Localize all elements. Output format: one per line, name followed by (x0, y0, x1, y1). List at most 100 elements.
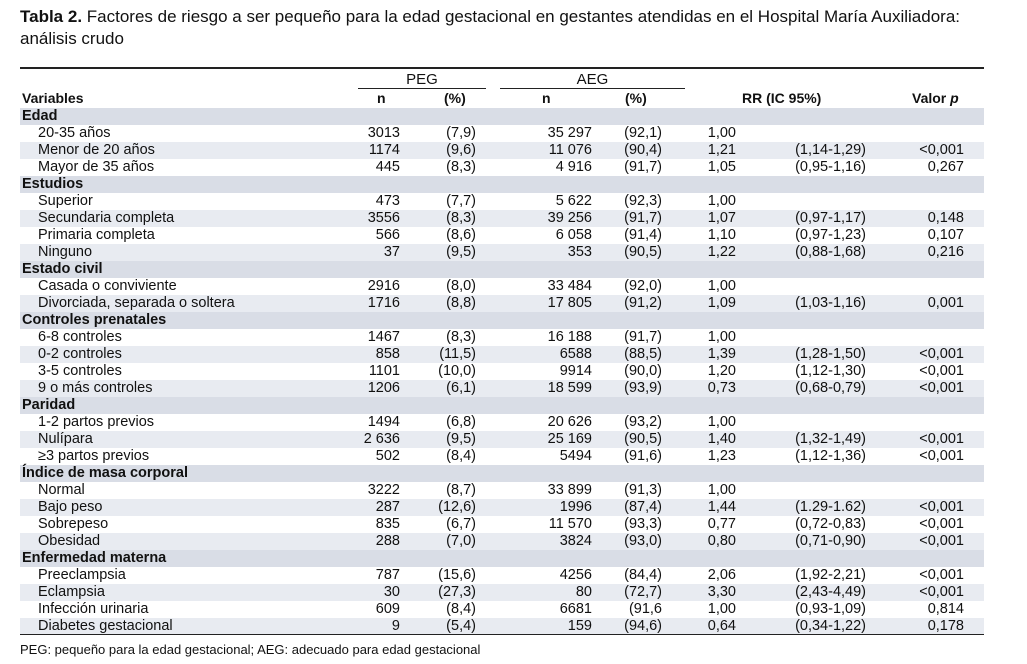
section-row: Edad (20, 108, 984, 125)
cell-n-aeg: 6681 (559, 601, 592, 617)
cell-pct-aeg: (88,5) (624, 346, 662, 362)
cell-n-peg: 445 (375, 159, 400, 175)
cell-n-peg: 1174 (368, 142, 400, 158)
cell-rr: 1,39 (707, 346, 736, 362)
cell-n-peg: 787 (375, 567, 400, 583)
cell-rr: 1,00 (707, 193, 736, 209)
cell-pct-aeg: (91,7) (624, 329, 662, 345)
table-row: Mayor de 35 años 445 (8,3) 4 916 (91,7) 1,05 (… (20, 159, 984, 176)
header-n-aeg: n (542, 90, 551, 106)
section-row: Controles prenatales (20, 312, 984, 329)
cell-n-peg: 2 636 (363, 431, 400, 447)
row-label: 3-5 controles (38, 363, 122, 379)
cell-n-peg: 1494 (367, 414, 400, 430)
cell-pct-aeg: (92,0) (624, 278, 662, 294)
cell-ic95: (1,14-1,29) (795, 142, 866, 158)
cell-pct-peg: (6,8) (446, 414, 476, 430)
table-row: Secundaria completa 3556 (8,3) 39 256 (91,7)… (20, 210, 984, 227)
cell-ic95: (0,34-1,22) (795, 618, 866, 634)
cell-n-peg: 9 (391, 618, 400, 634)
cell-n-aeg: 39 256 (547, 210, 592, 226)
cell-pct-peg: (8,8) (446, 295, 476, 311)
table-row: Eclampsia 30 (27,3) 80 (72,7) 3,30 (2,43-4,49)… (20, 584, 984, 601)
cell-rr: 1,22 (707, 244, 736, 260)
cell-n-aeg: 5494 (559, 448, 592, 464)
cell-n-aeg: 80 (575, 584, 592, 600)
cell-pct-peg: (10,0) (438, 363, 476, 379)
cell-pct-aeg: (90,4) (624, 142, 662, 158)
cell-n-aeg: 11 076 (548, 142, 592, 158)
table-row: 0-2 controles 858 (11,5) 6588 (88,5) 1,39 (1,2… (20, 346, 984, 363)
cell-n-aeg: 6588 (559, 346, 592, 362)
cell-rr: 0,64 (707, 618, 736, 634)
cell-n-peg: 37 (383, 244, 400, 260)
header-valor-p: Valor p (912, 90, 959, 106)
cell-pct-peg: (12,6) (438, 499, 476, 515)
row-label: Nulípara (38, 431, 93, 447)
cell-p-value: <0,001 (919, 516, 964, 532)
cell-rr: 1,00 (707, 125, 736, 141)
cell-n-peg: 502 (375, 448, 400, 464)
cell-n-peg: 566 (375, 227, 400, 243)
cell-rr: 1,21 (707, 142, 736, 158)
table-row: Diabetes gestacional 9 (5,4) 159 (94,6) 0,64 (… (20, 618, 984, 635)
header-pct-peg: (%) (444, 90, 466, 106)
header-pct-aeg: (%) (625, 90, 647, 106)
cell-rr: 3,30 (707, 584, 736, 600)
section-label: Estudios (22, 176, 84, 192)
header-variables: Variables (22, 90, 84, 106)
cell-pct-peg: (8,3) (446, 159, 476, 175)
cell-pct-peg: (8,4) (446, 601, 476, 617)
cell-pct-aeg: (91,7) (624, 159, 662, 175)
cell-rr: 0,77 (707, 516, 736, 532)
cell-pct-peg: (6,1) (446, 380, 476, 396)
table-row: Primaria completa 566 (8,6) 6 058 (91,4) 1,10… (20, 227, 984, 244)
cell-p-value: 0,267 (927, 159, 964, 175)
cell-p-value: 0,148 (927, 210, 964, 226)
cell-n-aeg: 4256 (559, 567, 592, 583)
cell-p-value: <0,001 (919, 380, 964, 396)
cell-rr: 1,00 (707, 414, 736, 430)
table-row: 6-8 controles 1467 (8,3) 16 188 (91,7) 1,00 (20, 329, 984, 346)
cell-pct-aeg: (93,2) (624, 414, 662, 430)
row-label: 20-35 años (38, 125, 111, 141)
header-rr: RR (IC 95%) (742, 90, 822, 106)
table-label: Tabla 2. (20, 7, 83, 26)
cell-ic95: (0,68-0,79) (795, 380, 866, 396)
header-p: p (950, 90, 959, 106)
cell-pct-peg: (7,7) (446, 193, 476, 209)
table-title: Tabla 2. Factores de riesgo a ser pequeñ… (20, 6, 990, 50)
cell-p-value: <0,001 (919, 431, 964, 447)
cell-n-peg: 1101 (368, 363, 400, 379)
cell-n-aeg: 20 626 (547, 414, 592, 430)
cell-pct-peg: (15,6) (438, 567, 476, 583)
cell-rr: 1,20 (707, 363, 736, 379)
group-rule-peg (358, 88, 486, 89)
row-label: 6-8 controles (38, 329, 122, 345)
table-row: 3-5 controles 1101 (10,0) 9914 (90,0) 1,20 (1,… (20, 363, 984, 380)
cell-pct-peg: (9,5) (446, 244, 476, 260)
cell-rr: 1,09 (707, 295, 736, 311)
row-label: Secundaria completa (38, 210, 175, 226)
cell-p-value: <0,001 (919, 363, 964, 379)
cell-pct-aeg: (91,6 (628, 601, 662, 617)
cell-n-peg: 3222 (367, 482, 400, 498)
group-header-aeg: AEG (576, 71, 609, 88)
row-label: ≥3 partos previos (38, 448, 150, 464)
table-row: Nulípara 2 636 (9,5) 25 169 (90,5) 1,40 (1,32-… (20, 431, 984, 448)
header-valor: Valor (912, 90, 951, 106)
row-label: Obesidad (38, 533, 101, 549)
group-header-peg: PEG (406, 71, 438, 88)
cell-rr: 1,10 (707, 227, 736, 243)
cell-n-aeg: 33 484 (547, 278, 592, 294)
cell-pct-peg: (8,3) (446, 210, 476, 226)
row-label: Divorciada, separada o soltera (38, 295, 235, 311)
table-row: 1-2 partos previos 1494 (6,8) 20 626 (93,2) 1… (20, 414, 984, 431)
row-label: Eclampsia (38, 584, 105, 600)
cell-n-aeg: 17 805 (547, 295, 592, 311)
cell-n-aeg: 353 (567, 244, 592, 260)
cell-n-aeg: 6 058 (555, 227, 592, 243)
row-label: Menor de 20 años (38, 142, 155, 158)
cell-ic95: (0,72-0,83) (795, 516, 866, 532)
cell-pct-aeg: (94,6) (624, 618, 662, 634)
